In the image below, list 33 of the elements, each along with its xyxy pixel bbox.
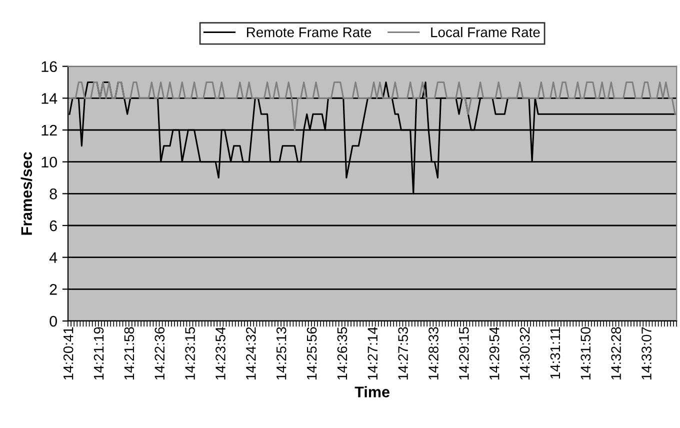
x-tick-label: 14:21:19	[94, 327, 104, 380]
x-tick-label: 14:22:36	[154, 327, 165, 380]
x-tick-label: 14:24:32	[246, 327, 256, 380]
x-tick-label: 14:20:41	[63, 327, 74, 380]
y-tick-label: 12	[42, 124, 57, 136]
x-tick-label: 14:29:54	[489, 326, 500, 380]
x-tick-label: 14:26:35	[337, 327, 348, 380]
x-tick-label: 14:31:50	[580, 327, 591, 380]
x-tick-label: 14:33:07	[642, 327, 652, 380]
x-tick-label: 14:25:13	[276, 327, 286, 380]
x-tick-label: 14:21:58	[124, 327, 134, 380]
y-tick-label: 16	[42, 61, 57, 72]
x-tick-label: 14:27:53	[398, 327, 408, 380]
y-tick-label: 6	[50, 220, 57, 232]
x-tick-label: 14:32:28	[611, 327, 621, 380]
x-axis-title: Time	[354, 386, 390, 398]
x-tick-label: 14:23:54	[216, 326, 226, 380]
x-tick-label: 14:23:15	[185, 327, 195, 380]
y-tick-label: 4	[49, 252, 58, 263]
y-axis-title: Frames/sec	[20, 152, 32, 235]
x-tick-label: 14:25:56	[306, 327, 317, 380]
y-tick-label: 0	[50, 316, 57, 327]
y-tick-label: 8	[50, 188, 57, 200]
x-tick-label: 14:30:32	[520, 327, 530, 380]
y-tick-label: 14	[42, 93, 58, 104]
x-tick-label: 14:28:33	[428, 327, 438, 380]
x-tick-label: 14:31:11	[550, 327, 560, 379]
legend-label: Local Frame Rate	[431, 27, 540, 38]
y-tick-label: 10	[42, 156, 57, 168]
y-tick-label: 2	[50, 284, 57, 295]
x-tick-label: 14:27:14	[368, 326, 378, 380]
legend-label: Remote Frame Rate	[247, 28, 372, 38]
x-tick-label: 14:29:15	[459, 327, 469, 380]
